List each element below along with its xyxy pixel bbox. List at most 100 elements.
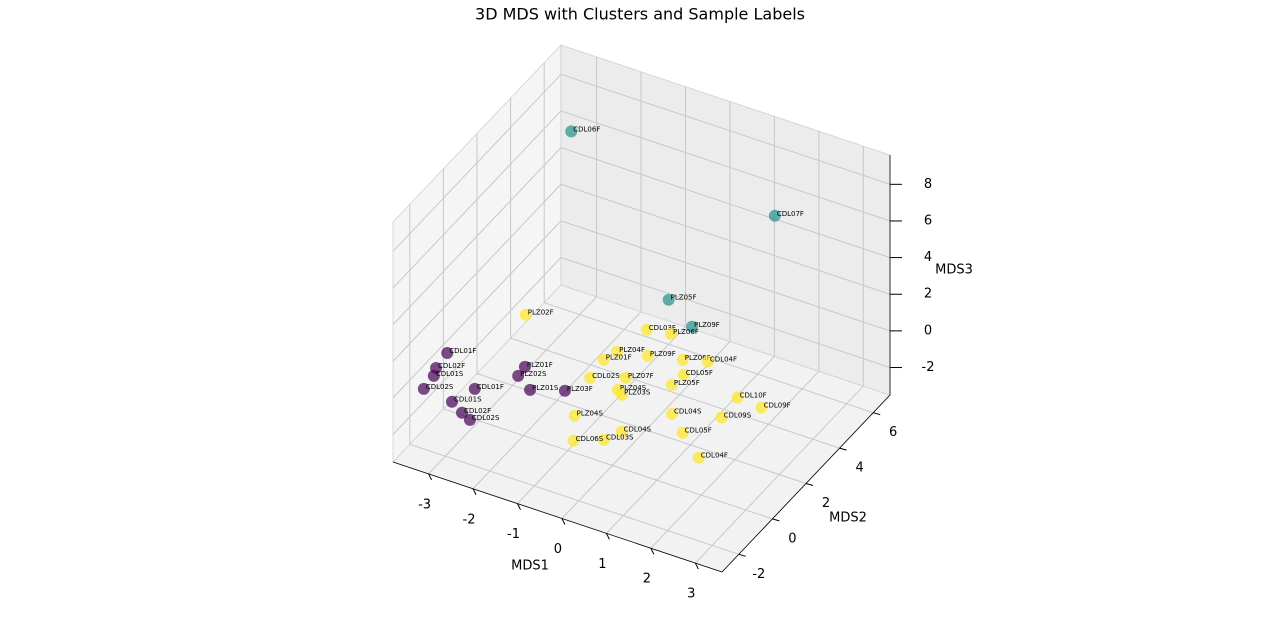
x-tick-label: 1	[598, 557, 606, 572]
grid-line	[409, 443, 739, 555]
point	[445, 395, 458, 408]
point	[463, 413, 476, 426]
chart-title: 3D MDS with Clusters and Sample Labels	[475, 5, 805, 24]
grid-line	[392, 110, 562, 289]
tick-mark	[772, 518, 780, 522]
point-label: PLZ02S	[520, 370, 547, 378]
tick-mark	[694, 562, 699, 570]
point-label: PLZ04S	[577, 410, 604, 418]
tick-mark	[873, 412, 881, 416]
point	[417, 382, 430, 395]
point	[692, 451, 705, 464]
point	[568, 409, 581, 422]
y-tick-label: 6	[889, 425, 897, 440]
point-label: CDL09F	[764, 402, 791, 410]
grid-line	[560, 147, 891, 259]
point	[468, 382, 481, 395]
tick-mark	[805, 483, 814, 486]
point-label: CDL05F	[686, 369, 713, 377]
point	[685, 320, 698, 333]
point	[701, 355, 714, 368]
point-label: CDL07F	[777, 210, 804, 218]
x-tick-label: -1	[507, 527, 520, 542]
point-label: PLZ06F	[685, 354, 711, 362]
tick-mark	[517, 503, 521, 510]
point	[662, 293, 675, 306]
point-label: CDL01S	[436, 370, 464, 378]
z-tick-label: 6	[924, 213, 932, 228]
grid-line	[392, 220, 562, 399]
point-label: PLZ04S	[620, 384, 647, 392]
point	[619, 371, 632, 384]
point-label: CDL02S	[426, 383, 454, 391]
point-label: CDL06S	[576, 435, 604, 443]
tick-mark	[839, 447, 847, 451]
point-label: PLZ05F	[674, 379, 700, 387]
x-tick-label: -3	[418, 497, 431, 512]
grid-line	[560, 73, 891, 185]
point-label: PLZ03F	[567, 385, 593, 393]
y-axis-label: MDS2	[829, 511, 867, 526]
tick-mark	[472, 488, 477, 495]
point	[611, 345, 624, 358]
point-label: CDL10F	[740, 392, 767, 400]
point	[565, 125, 578, 138]
point-label: CDL02F	[438, 362, 465, 370]
point-label: CDL02F	[464, 407, 491, 415]
y-tick-label: 4	[855, 461, 863, 476]
tick-mark	[605, 533, 610, 540]
grid-line	[560, 220, 891, 332]
point	[558, 384, 571, 397]
z-tick-label: -2	[922, 360, 935, 375]
point	[640, 323, 653, 336]
point-label: CDL09S	[724, 412, 752, 420]
point-label: PLZ07F	[628, 372, 654, 380]
point-label: CDL03F	[649, 324, 676, 332]
tick-mark	[561, 518, 566, 525]
point	[755, 401, 768, 414]
point-label: PLZ01F	[606, 354, 632, 362]
x-tick-label: 2	[643, 572, 651, 587]
x-axis-label: MDS1	[511, 559, 549, 574]
point	[676, 426, 689, 439]
point	[616, 388, 629, 401]
x-tick-label: 3	[687, 587, 695, 602]
point-label: PLZ05F	[671, 294, 697, 302]
point	[615, 425, 628, 438]
point-label: PLZ01S	[532, 384, 559, 392]
grid-line	[560, 183, 891, 295]
point-label: CDL01S	[454, 396, 482, 404]
point-label: PLZ04F	[619, 346, 645, 354]
point	[677, 368, 690, 381]
grid-line	[392, 257, 562, 435]
point-label: CDL04F	[701, 452, 728, 460]
point	[715, 411, 728, 424]
point	[518, 360, 531, 373]
grid-line	[443, 408, 773, 520]
x-tick-label: -2	[463, 512, 476, 527]
point	[768, 209, 781, 222]
tick-mark	[738, 553, 746, 557]
point	[597, 433, 610, 446]
point-label: CDL05F	[685, 427, 712, 435]
y-tick-label: 2	[822, 496, 830, 511]
point	[584, 371, 597, 384]
z-tick-label: 8	[924, 177, 932, 192]
z-tick-label: 4	[924, 250, 932, 265]
y-axis-line	[721, 394, 891, 573]
x-axis-line	[392, 461, 723, 573]
tick-mark	[650, 547, 655, 555]
point	[519, 308, 532, 321]
grid-line	[510, 337, 840, 449]
z-axis-label: MDS3	[935, 263, 973, 278]
point-label: PLZ06F	[673, 328, 699, 336]
point-label: CDL01F	[449, 347, 476, 355]
point	[524, 383, 537, 396]
point-label: CDL03S	[606, 434, 634, 442]
z-tick-label: 0	[924, 323, 932, 338]
point	[427, 369, 440, 382]
point-label: CDL02S	[472, 414, 500, 422]
point-label: CDL04S	[674, 408, 702, 416]
point	[512, 369, 525, 382]
